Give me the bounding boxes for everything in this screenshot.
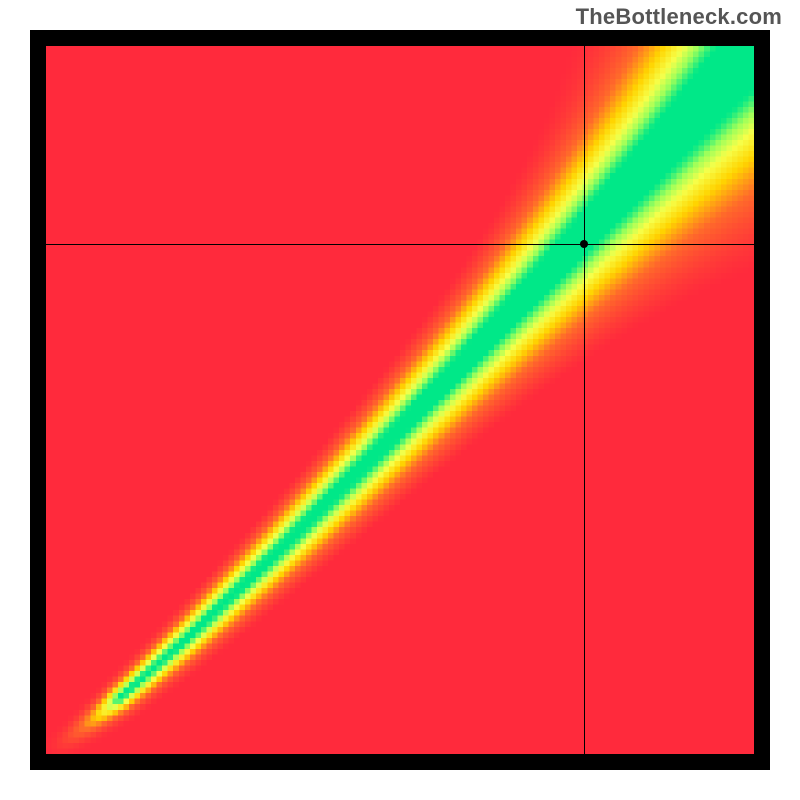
chart-container: TheBottleneck.com	[0, 0, 800, 800]
crosshair-horizontal	[46, 244, 754, 245]
watermark-text: TheBottleneck.com	[576, 4, 782, 30]
plot-border	[30, 30, 770, 770]
crosshair-marker	[580, 240, 588, 248]
crosshair-vertical	[584, 46, 585, 754]
